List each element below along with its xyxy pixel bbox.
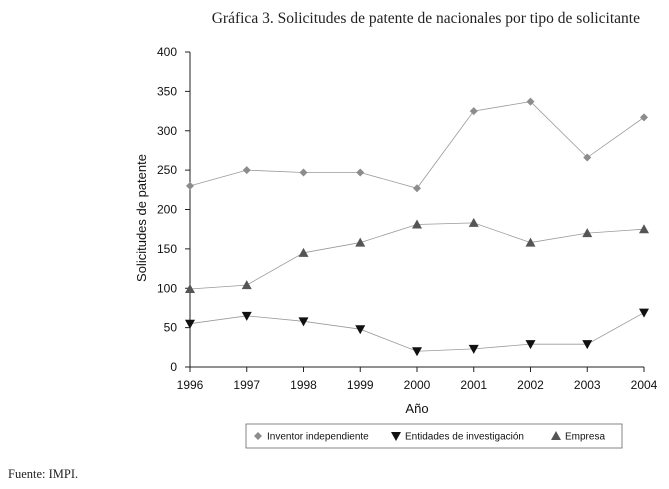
y-tick-label: 0	[170, 360, 177, 374]
x-axis-label: Año	[405, 401, 428, 416]
chart-title: Gráfica 3. Solicitudes de patente de nac…	[212, 10, 640, 27]
data-point-s2-7	[582, 228, 593, 238]
legend: Inventor independiente Entidades de inves…	[245, 423, 623, 449]
legend-box	[245, 423, 623, 449]
data-point-s0-2	[299, 168, 308, 177]
y-tick-label: 250	[157, 163, 177, 177]
y-tick-label: 350	[157, 84, 177, 98]
y-tick-label: 100	[157, 281, 177, 295]
source-note: Fuente: IMPI.	[8, 467, 78, 481]
x-tick-label: 1999	[347, 378, 374, 392]
data-point-s1-2	[298, 317, 309, 327]
data-point-s0-1	[242, 166, 251, 175]
series-markers	[185, 97, 649, 357]
data-point-s1-0	[185, 319, 195, 329]
data-point-s1-4	[412, 347, 422, 357]
data-point-s2-3	[355, 237, 366, 247]
data-point-s2-0	[185, 284, 195, 294]
y-tick-label: 400	[157, 45, 177, 59]
data-point-s1-3	[355, 325, 366, 335]
data-point-s2-5	[468, 217, 479, 227]
series-line-0	[189, 101, 645, 189]
x-tick-label: 2001	[460, 378, 487, 392]
series-line-2	[189, 222, 645, 290]
data-point-s1-1	[241, 311, 252, 321]
data-point-s2-2	[298, 247, 309, 257]
x-tick-label: 2004	[631, 378, 658, 392]
y-tick-label: 150	[157, 242, 177, 256]
data-point-s1-7	[582, 340, 593, 350]
x-tick-label: 1996	[177, 378, 204, 392]
y-ticks: 0 50 100 150 200 250 300 350 400	[157, 45, 190, 374]
data-point-s0-6	[526, 97, 535, 106]
x-tick-label: 2003	[574, 378, 601, 392]
x-tick-label: 2000	[404, 378, 431, 392]
series-line-1	[189, 312, 645, 352]
data-point-s0-3	[356, 168, 365, 177]
y-tick-label: 200	[157, 203, 177, 217]
legend-marker-0	[254, 432, 262, 440]
legend-marker-2	[551, 431, 561, 440]
legend-label-1: Entidades de investigación	[405, 432, 524, 443]
data-point-s0-8	[640, 113, 648, 122]
y-tick-label: 50	[164, 321, 178, 335]
y-axis-label: Solicitudes de patente	[134, 154, 149, 282]
axes	[189, 52, 644, 368]
legend-marker-1	[391, 432, 401, 441]
data-point-s1-5	[468, 344, 479, 354]
legend-label-2: Empresa	[565, 432, 605, 443]
data-point-s2-4	[412, 219, 422, 229]
data-point-s2-8	[639, 224, 649, 234]
y-tick-label: 300	[157, 124, 177, 138]
data-point-s2-6	[525, 237, 536, 247]
x-ticks: 1996 1997 1998 1999 2000 2001 2002 2003 2004	[177, 367, 658, 392]
data-point-s0-0	[186, 181, 194, 190]
x-tick-label: 1997	[233, 378, 260, 392]
data-point-s1-6	[525, 340, 536, 350]
data-point-s0-5	[469, 107, 478, 116]
x-tick-label: 2002	[517, 378, 544, 392]
data-point-s2-1	[241, 280, 252, 290]
x-tick-label: 1998	[290, 378, 317, 392]
data-point-s0-4	[413, 184, 421, 193]
legend-label-0: Inventor independiente	[267, 432, 369, 443]
data-point-s1-8	[639, 308, 649, 318]
data-point-s0-7	[583, 153, 592, 162]
